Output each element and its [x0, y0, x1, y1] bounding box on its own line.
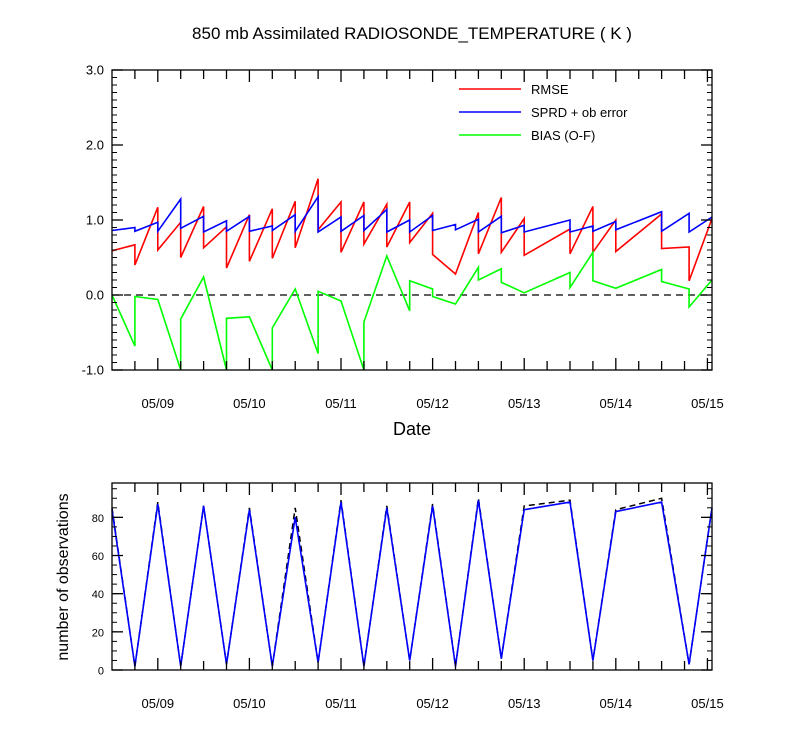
bottom-x-tick-label: 05/12 — [416, 696, 449, 711]
top-series-layer — [111, 178, 713, 371]
top-y-tick-label: 2.0 — [86, 138, 104, 153]
bottom-y-tick-label: 80 — [92, 513, 104, 525]
legend-label-0: RMSE — [531, 82, 569, 97]
legend-label-1: SPRD + ob error — [531, 105, 628, 120]
bottom-plot-frame — [111, 482, 713, 671]
top-axis-ticks — [112, 69, 712, 371]
bottom-series-assimilated-observations — [111, 500, 713, 667]
top-y-tick-label: 3.0 — [86, 63, 104, 78]
bottom-y-tick-label: 40 — [92, 589, 104, 601]
bottom-chart-panel: 0 20 40 60 80 05/09 05/10 05/11 05/12 05/13 05/14… — [55, 482, 724, 711]
bottom-x-tick-label: 05/11 — [325, 696, 357, 711]
top-chart-panel: 850 mb Assimilated RADIOSONDE_TEMPERATUR… — [82, 24, 724, 439]
bottom-y-tick-label: 0 — [98, 666, 104, 678]
top-chart-title: 850 mb Assimilated RADIOSONDE_TEMPERATUR… — [192, 24, 632, 43]
bottom-x-tick-labels: 05/09 05/10 05/11 05/12 05/13 05/14 05/15 — [142, 696, 724, 711]
bottom-axis-ticks — [112, 483, 712, 671]
top-x-tick-label: 05/12 — [416, 396, 449, 411]
legend-label-2: BIAS (O-F) — [531, 128, 595, 143]
bottom-x-tick-label: 05/13 — [508, 696, 541, 711]
top-y-tick-label: 0.0 — [86, 288, 104, 303]
legend: RMSE SPRD + ob error BIAS (O-F) — [459, 82, 628, 143]
bottom-x-tick-label: 05/15 — [691, 696, 724, 711]
bottom-y-tick-label: 20 — [92, 627, 104, 639]
top-series-sprd-ob-error — [111, 194, 713, 234]
top-series-bias-o-f — [111, 249, 713, 371]
top-y-tick-label: -1.0 — [82, 363, 104, 378]
top-x-axis-label: Date — [393, 419, 431, 439]
top-series-rmse — [111, 178, 713, 282]
top-x-tick-label: 05/14 — [600, 396, 633, 411]
bottom-x-tick-label: 05/10 — [233, 696, 266, 711]
bottom-y-tick-label: 60 — [92, 551, 104, 563]
bottom-x-tick-label: 05/14 — [600, 696, 633, 711]
top-x-tick-label: 05/13 — [508, 396, 541, 411]
bottom-x-tick-label: 05/09 — [142, 696, 175, 711]
bottom-y-axis-label: number of observations — [55, 493, 72, 660]
bottom-series-layer — [111, 497, 713, 667]
bottom-y-tick-labels: 0 20 40 60 80 — [92, 513, 104, 678]
top-y-tick-label: 1.0 — [86, 213, 104, 228]
top-x-tick-label: 05/09 — [142, 396, 175, 411]
top-x-tick-labels: 05/09 05/10 05/11 05/12 05/13 05/14 05/15 — [142, 396, 724, 411]
top-x-tick-label: 05/15 — [691, 396, 724, 411]
top-x-tick-label: 05/11 — [325, 396, 357, 411]
top-x-tick-label: 05/10 — [233, 396, 266, 411]
top-y-tick-labels: -1.0 0.0 1.0 2.0 3.0 — [82, 63, 104, 378]
